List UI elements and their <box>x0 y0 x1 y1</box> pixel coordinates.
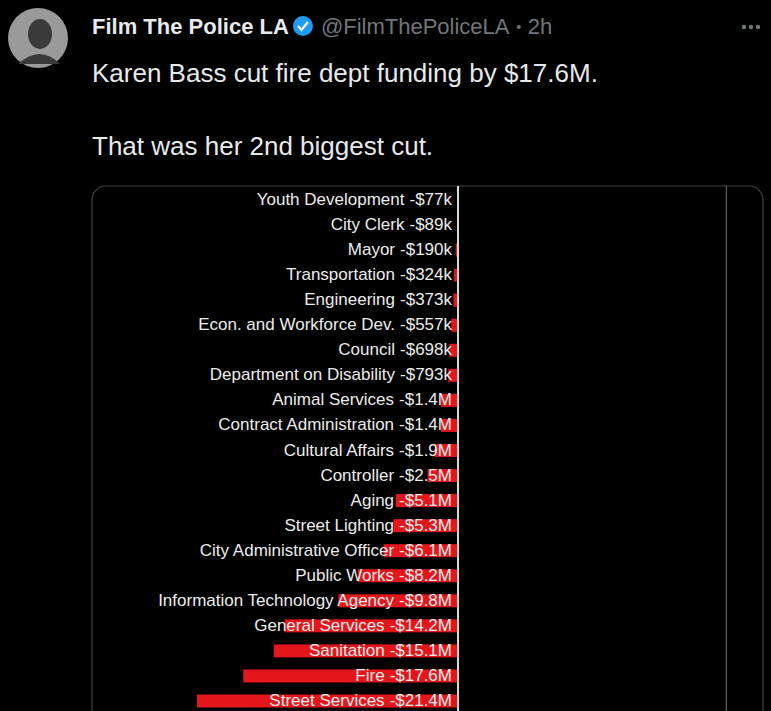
category-label: Information Technology Agency <box>158 591 394 610</box>
category-label: Engineering <box>304 290 395 309</box>
value-label: -$793k <box>400 365 452 384</box>
value-label: -$1.9M <box>399 441 452 460</box>
bar-label: Cultural Affairs -$1.9M <box>284 441 452 460</box>
bar-label: Engineering -$373k <box>304 290 452 309</box>
category-label: Aging <box>351 491 394 510</box>
value-label: -$6.1M <box>399 541 452 560</box>
bar-label: Youth Development-$77k <box>257 190 453 209</box>
value-label: -$5.3M <box>399 516 452 535</box>
value-label: -$9.8M <box>399 591 452 610</box>
author-name[interactable]: Film The Police LA <box>92 14 289 39</box>
bar <box>451 319 458 332</box>
value-label: -$698k <box>400 340 452 359</box>
category-label: Econ. and Workforce Dev. <box>198 315 395 334</box>
value-label: -$89k <box>409 215 452 234</box>
bar-label: Information Technology Agency -$9.8M <box>158 591 452 610</box>
bar-label: Mayor-$190k <box>348 240 453 259</box>
avatar-face <box>28 19 52 49</box>
category-label: General Services <box>254 616 384 635</box>
value-label: -$1.4M <box>399 390 452 409</box>
value-label: -$8.2M <box>399 566 452 585</box>
bar-label: Street Lighting -$5.3M <box>284 516 452 535</box>
menu-dot[interactable] <box>756 25 760 29</box>
value-label: -$557k <box>400 315 452 334</box>
value-label: -$15.1M <box>390 641 452 660</box>
chart: Youth Development-$77kCity Clerk-$89kMay… <box>92 186 763 711</box>
category-label: Public Works <box>295 566 394 585</box>
value-label: -$21.4M <box>390 691 452 710</box>
bar-label: City Administrative Officer-$6.1M <box>200 541 452 560</box>
value-label: -$1.4M <box>399 415 452 434</box>
grid-line <box>726 186 727 711</box>
category-label: Street Services <box>269 691 384 710</box>
bar-label: City Clerk-$89k <box>331 215 453 234</box>
value-label: -$373k <box>400 290 452 309</box>
tweet-text: That was her 2nd biggest cut. <box>92 131 433 161</box>
post-time[interactable]: 2h <box>528 14 552 39</box>
bars <box>197 194 458 708</box>
labels: Youth Development-$77kCity Clerk-$89kMay… <box>158 190 452 710</box>
category-label: Controller <box>320 466 394 485</box>
verified-badge <box>293 16 313 36</box>
author-handle[interactable]: @FilmThePoliceLA <box>321 14 510 39</box>
avatar[interactable] <box>8 8 68 68</box>
bar-label: Aging -$5.1M <box>351 491 452 510</box>
category-label: Transportation <box>286 265 395 284</box>
bar-label: Animal Services -$1.4M <box>272 390 452 409</box>
value-label: -$17.6M <box>390 666 452 685</box>
category-label: Mayor <box>348 240 396 259</box>
bar-label: Fire -$17.6M <box>355 666 452 685</box>
value-label: -$2.5M <box>399 466 452 485</box>
bar-label: Public Works -$8.2M <box>295 566 452 585</box>
category-label: Animal Services <box>272 390 394 409</box>
avatar-circle[interactable] <box>8 8 68 68</box>
bar-label: Controller -$2.5M <box>320 466 452 485</box>
bar-label: Econ. and Workforce Dev. -$557k <box>198 315 452 334</box>
page: Film The Police LA @FilmThePoliceLA 2h Kare… <box>0 0 771 711</box>
bar-label: Council -$698k <box>338 340 452 359</box>
category-label: City Administrative Officer <box>200 541 395 560</box>
category-label: Youth Development <box>257 190 405 209</box>
value-label: -$77k <box>409 190 452 209</box>
value-label: -$14.2M <box>390 616 452 635</box>
category-label: Sanitation <box>309 641 385 660</box>
category-label: Council <box>338 340 395 359</box>
avatar-body <box>18 54 60 64</box>
bar-label: Transportation -$324k <box>286 265 452 284</box>
category-label: Contract Administration <box>218 415 394 434</box>
category-label: City Clerk <box>331 215 405 234</box>
more-menu[interactable] <box>742 25 760 29</box>
plot-frame <box>92 186 763 711</box>
category-label: Cultural Affairs <box>284 441 394 460</box>
zero-axis <box>457 186 459 711</box>
value-label: -$324k <box>400 265 452 284</box>
bar-label: Street Services -$21.4M <box>269 691 452 710</box>
bar-label: Contract Administration -$1.4M <box>218 415 452 434</box>
value-label: -$190k <box>400 240 452 259</box>
value-label: -$5.1M <box>399 491 452 510</box>
menu-dot[interactable] <box>749 25 753 29</box>
menu-dot[interactable] <box>742 25 746 29</box>
badge-circle <box>293 16 313 36</box>
category-label: Street Lighting <box>284 516 394 535</box>
separator-dot <box>517 25 521 29</box>
bar-label: Department on Disability-$793k <box>210 365 453 384</box>
category-label: Department on Disability <box>210 365 396 384</box>
bar-label: General Services -$14.2M <box>254 616 452 635</box>
category-label: Fire <box>355 666 384 685</box>
badge-check <box>298 22 308 30</box>
tweet-text: Karen Bass cut fire dept funding by $17.… <box>92 58 598 88</box>
bar-label: Sanitation -$15.1M <box>309 641 452 660</box>
